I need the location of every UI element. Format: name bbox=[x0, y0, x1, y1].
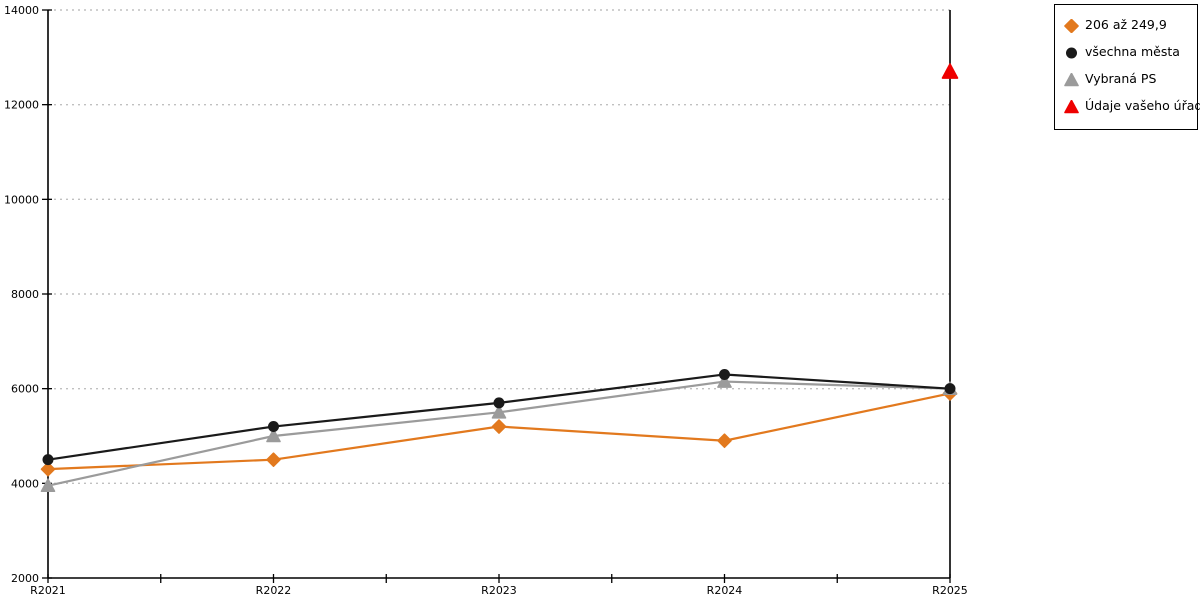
x-tick-label: R2025 bbox=[932, 584, 968, 597]
diamond-marker bbox=[1064, 18, 1079, 33]
triangle-legend-icon bbox=[1064, 72, 1079, 86]
y-tick-label: 4000 bbox=[11, 477, 39, 490]
circle-legend-icon bbox=[1066, 47, 1077, 58]
legend-label: 206 až 249,9 bbox=[1085, 17, 1167, 33]
triangle-marker bbox=[266, 428, 281, 443]
triangle-marker bbox=[491, 405, 507, 419]
triangle-marker bbox=[717, 374, 732, 388]
triangle-marker bbox=[1064, 99, 1079, 113]
legend-entry-3: Údaje vašeho úřadu bbox=[1064, 93, 1200, 120]
diamond-marker bbox=[266, 452, 281, 467]
legend-label: všechna města bbox=[1085, 44, 1180, 60]
legend-entry-0: 206 až 249,9 bbox=[1064, 12, 1189, 39]
circle-marker bbox=[719, 368, 730, 380]
circle-marker bbox=[944, 383, 956, 395]
x-tick-label: R2023 bbox=[481, 584, 517, 597]
triangle-legend-icon bbox=[1064, 99, 1079, 113]
triangle-marker bbox=[1064, 72, 1079, 86]
triangle-marker bbox=[40, 478, 56, 492]
x-tick-label: R2022 bbox=[256, 584, 292, 597]
circle-marker bbox=[493, 397, 505, 409]
diamond-marker bbox=[40, 461, 56, 477]
diamond-marker bbox=[717, 433, 732, 449]
circle-marker bbox=[268, 421, 279, 433]
legend: 206 až 249,9 všechna města Vybraná PS Údaje… bbox=[1054, 4, 1200, 130]
y-tick-label: 8000 bbox=[11, 288, 39, 301]
triangle-marker bbox=[941, 63, 959, 79]
legend-entry-2: Vybraná PS bbox=[1064, 66, 1189, 93]
circle-marker bbox=[1066, 47, 1077, 58]
y-tick-label: 6000 bbox=[11, 383, 39, 396]
legend-label: Vybraná PS bbox=[1085, 71, 1157, 87]
x-tick-label: R2021 bbox=[30, 584, 66, 597]
legend-entry-1: všechna města bbox=[1064, 39, 1189, 66]
legend-label: Údaje vašeho úřadu bbox=[1085, 98, 1200, 114]
diamond-legend-icon bbox=[1064, 18, 1079, 33]
y-tick-label: 12000 bbox=[4, 99, 39, 112]
circle-marker bbox=[42, 454, 54, 466]
x-tick-label: R2024 bbox=[707, 584, 743, 597]
y-tick-label: 10000 bbox=[4, 193, 39, 206]
y-tick-label: 14000 bbox=[4, 4, 39, 17]
diamond-marker bbox=[491, 419, 507, 434]
y-tick-label: 2000 bbox=[11, 572, 39, 585]
